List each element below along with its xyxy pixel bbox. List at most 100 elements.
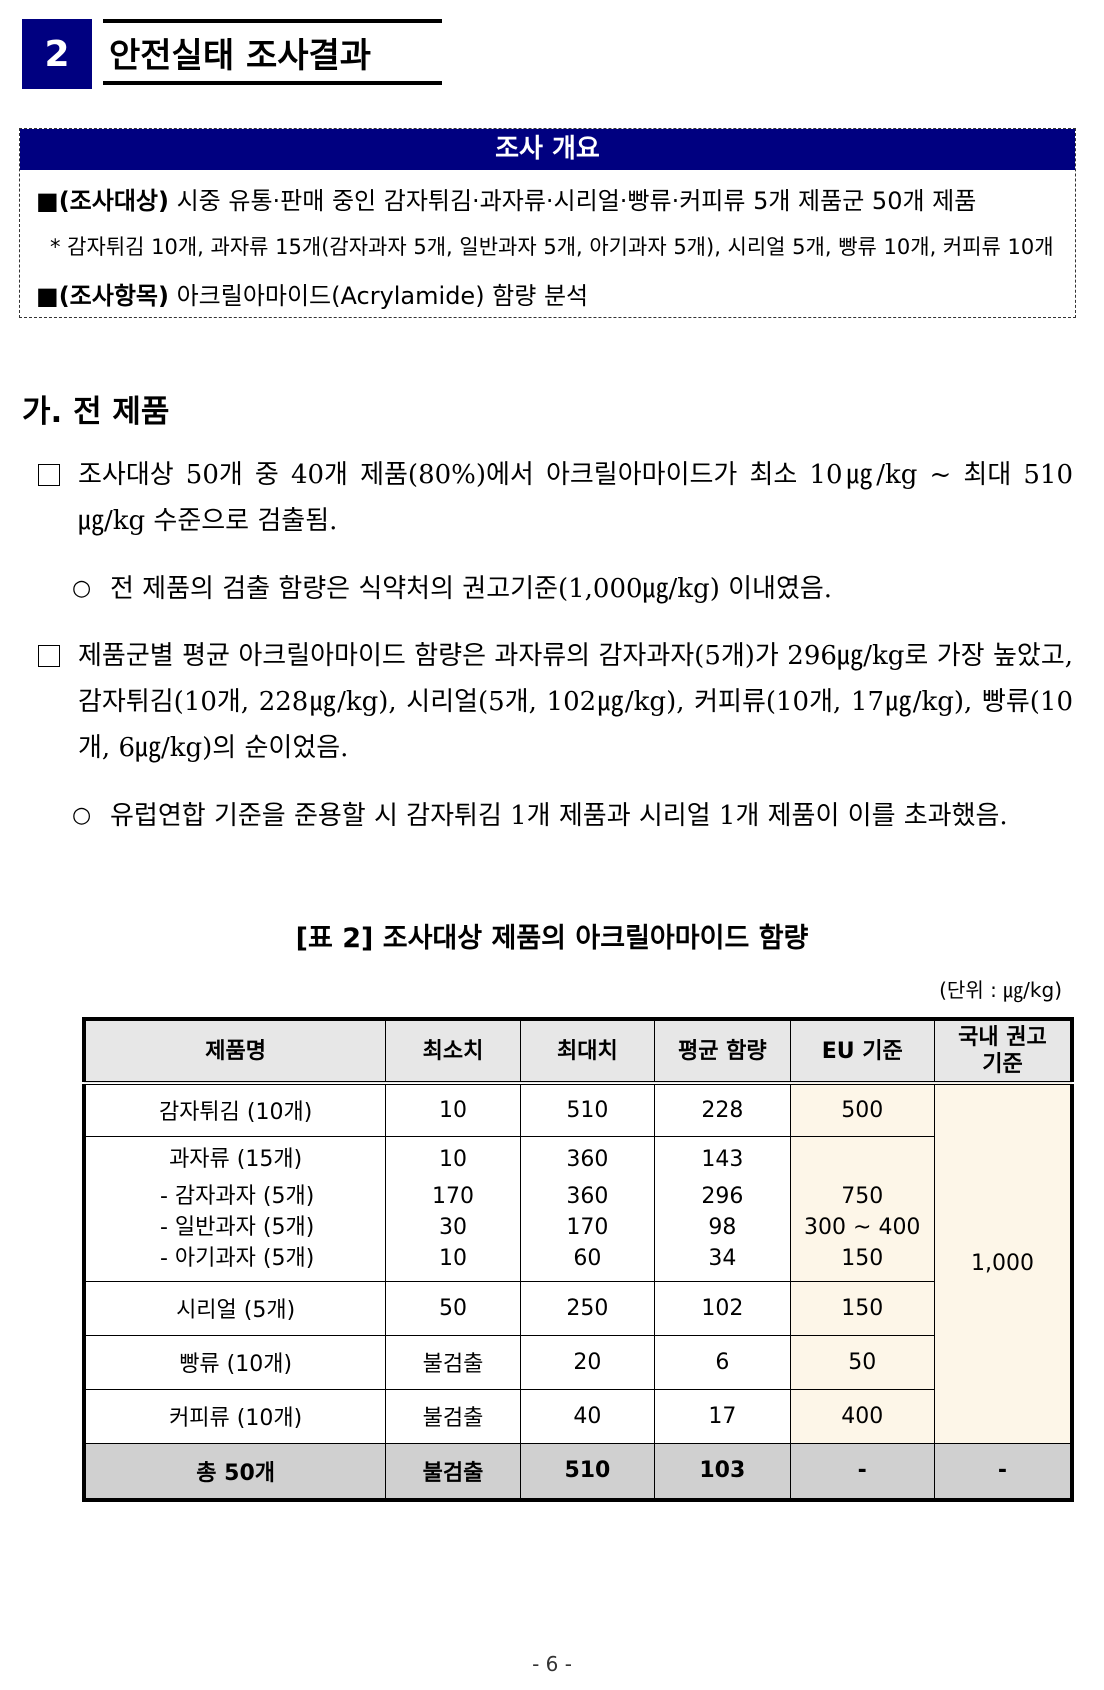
table-cell: 불검출 (385, 1334, 521, 1390)
circle-bullet-icon: ○ (72, 803, 92, 828)
sub-cell-text: 296 (701, 1183, 744, 1209)
sub-cell-text: 60 (573, 1245, 602, 1271)
table-cell: 커피류 (10개) (83, 1388, 387, 1444)
sub-cell-text: 360 (566, 1183, 609, 1209)
cell-text: 40 (573, 1403, 602, 1429)
table-cell: 감자튀김 (10개) (83, 1082, 387, 1137)
sub-cell-text: - 아기과자 (5개) (160, 1245, 315, 1271)
cell-text: 510 (566, 1097, 609, 1123)
section-title-text: 안전실태 조사결과 (109, 35, 372, 76)
table-total-row: 총 50개 불검출 510 103 - - (83, 1442, 1073, 1500)
cell-text: 228 (701, 1097, 744, 1123)
table-unit: (단위 : ㎍/kg) (939, 978, 1062, 1002)
sub-cell-text: 170 (566, 1214, 609, 1240)
paragraph-3: 제품군별 평균 아크릴아마이드 함량은 과자류의 감자과자(5개)가 296㎍/… (38, 633, 1073, 771)
table-header-row: 제품명 최소치 최대치 평균 함량 EU 기준 국내 권고기준 (83, 1018, 1073, 1085)
table-row: 감자튀김 (10개) 10 510 228 500 1,000 (83, 1082, 1073, 1444)
table-cell: 510 (519, 1082, 656, 1137)
header-cell: 최대치 (519, 1018, 656, 1085)
header-cell: 최소치 (385, 1018, 521, 1085)
table-cell: 50 (385, 1280, 521, 1336)
header-cell: 국내 권고기준 (933, 1018, 1073, 1085)
table-cell: - (789, 1442, 935, 1500)
table-cell: 불검출 (385, 1388, 521, 1444)
table-cell: 102 (654, 1280, 791, 1336)
cell-text: 빵류 (10개) (179, 1352, 293, 1377)
cell-text: 50 (848, 1349, 877, 1375)
cell-text: 360 (566, 1146, 609, 1172)
table-cell: 510 (519, 1442, 656, 1500)
table-cell: 40 (519, 1388, 656, 1444)
acrylamide-table: 제품명 최소치 최대치 평균 함량 EU 기준 국내 권고기준 감자튀김 (10… (82, 1017, 1074, 1502)
summary-item: ■(조사항목) 아크릴아마이드(Acrylamide) 함량 분석 (36, 282, 589, 310)
paragraph-text: 조사대상 50개 중 40개 제품(80%)에서 아크릴아마이드가 최소 10㎍… (78, 460, 1073, 536)
paragraph-text: 유럽연합 기준을 준용할 시 감자튀김 1개 제품과 시리얼 1개 제품이 이를… (110, 801, 1008, 831)
header-cell: 제품명 (83, 1018, 387, 1085)
summary-note: * 감자튀김 10개, 과자류 15개(감자과자 5개, 일반과자 5개, 아기… (50, 235, 1054, 259)
paragraph-1: 조사대상 50개 중 40개 제품(80%)에서 아크릴아마이드가 최소 10㎍… (38, 452, 1073, 544)
table-cell: 6 (654, 1334, 791, 1390)
paragraph-2: ○ 전 제품의 검출 함량은 식약처의 권고기준(1,000㎍/kg) 이내였음. (72, 566, 1073, 612)
summary-target: ■(조사대상) 시중 유통·판매 중인 감자튀김·과자류·시리얼·빵류·커피류 … (36, 187, 977, 215)
cell-text: 1,000 (970, 1251, 1034, 1277)
cell-text: 감자튀김 (10개) (158, 1100, 313, 1126)
table-row: 커피류 (10개) 불검출 40 17 400 (83, 1388, 1072, 1444)
cell-text: 103 (699, 1458, 746, 1483)
sub-cell-text: 10 (438, 1245, 467, 1271)
cell-text: 102 (701, 1295, 744, 1321)
cell-text: 510 (564, 1458, 611, 1483)
sub-cell-text: 750 (841, 1183, 884, 1209)
table-cell: 228 (654, 1082, 791, 1137)
cell-text: 400 (841, 1403, 884, 1429)
checkbox-bullet-icon (38, 464, 60, 486)
sub-cell-text: 30 (438, 1214, 467, 1240)
cell-text: 50 (438, 1295, 467, 1321)
cell-text: - (997, 1458, 1008, 1483)
table-cell: 빵류 (10개) (83, 1334, 387, 1390)
table-cell: 총 50개 (83, 1442, 387, 1500)
cell-text: 17 (708, 1403, 737, 1429)
table-cell: 50 (789, 1334, 935, 1390)
table-cell: 시리얼 (5개) (83, 1280, 387, 1336)
cell-text: 불검출 (422, 1460, 484, 1486)
table-cell: 400 (789, 1388, 935, 1444)
section-number-badge: 2 (22, 19, 92, 89)
sub-cell-text: 170 (431, 1183, 474, 1209)
cell-text: 150 (841, 1295, 884, 1321)
table-caption: [표 2] 조사대상 제품의 아크릴아마이드 함량 (295, 923, 809, 954)
target-text: 시중 유통·판매 중인 감자튀김·과자류·시리얼·빵류·커피류 5개 제품군 5… (168, 187, 977, 215)
cell-text: 143 (701, 1146, 744, 1172)
table-cell: 17 (654, 1388, 791, 1444)
cell-text: 20 (573, 1349, 602, 1375)
table-cell: 1,000 (933, 1082, 1073, 1444)
circle-bullet-icon: ○ (72, 576, 92, 601)
item-label: (조사항목) (58, 282, 169, 310)
table-cell: 10 (385, 1082, 521, 1137)
table-cell: 250 (519, 1280, 656, 1336)
header-text: 국내 권고기준 (958, 1025, 1047, 1077)
cell-text: 총 50개 (196, 1460, 276, 1486)
cell-text: 10 (438, 1097, 467, 1123)
cell-text: 250 (566, 1295, 609, 1321)
sub-cell-text: 98 (708, 1214, 737, 1240)
paragraph-4: ○ 유럽연합 기준을 준용할 시 감자튀김 1개 제품과 시리얼 1개 제품이 이… (72, 793, 1073, 839)
cell-text: 500 (841, 1097, 884, 1123)
cell-text: 10 (438, 1146, 467, 1172)
table-row: 시리얼 (5개) 50 250 102 150 (83, 1280, 1072, 1336)
cell-text: 불검출 (422, 1406, 484, 1431)
cell-text: - (857, 1458, 867, 1483)
table-cell: 과자류 (15개) - 감자과자 (5개) - 일반과자 (5개) - 아기과자 (5… (83, 1135, 387, 1282)
table-row: 과자류 (15개) - 감자과자 (5개) - 일반과자 (5개) - 아기과자 (5… (83, 1135, 1072, 1282)
cell-text: 6 (715, 1349, 730, 1375)
subsection-title: 가. 전 제품 (22, 394, 170, 430)
checkbox-bullet-icon (38, 645, 60, 667)
table-cell: 20 (519, 1334, 656, 1390)
table-cell: 360 360 170 60 (519, 1135, 656, 1282)
table-cell: 150 (789, 1280, 935, 1336)
cell-text: 시리얼 (5개) (176, 1298, 296, 1323)
table-cell: - (933, 1442, 1073, 1500)
sub-cell-text: 34 (708, 1245, 737, 1271)
table-cell: 500 (789, 1082, 935, 1137)
sub-cell-text: 300 ~ 400 (804, 1214, 921, 1240)
table-cell: 불검출 (385, 1442, 521, 1500)
